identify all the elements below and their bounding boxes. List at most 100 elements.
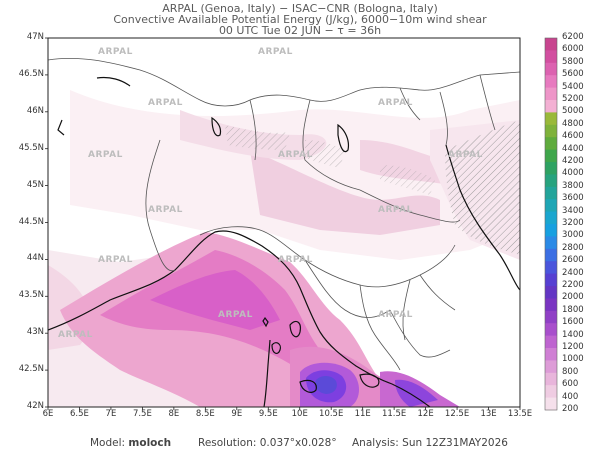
colorbar-label: 800 — [562, 366, 579, 377]
latitude-label: 43N — [26, 327, 44, 338]
colorbar-swatch — [545, 124, 557, 138]
longitude-label: 8E — [168, 409, 180, 419]
colorbar-label: 4600 — [562, 131, 584, 142]
colorbar-label: 1600 — [562, 317, 584, 328]
colorbar-swatch — [545, 273, 557, 287]
colorbar-swatch — [545, 310, 557, 324]
colorbar-label: 5000 — [562, 106, 584, 117]
colorbar-swatch — [545, 335, 557, 349]
colorbar-label: 5400 — [562, 81, 584, 92]
watermark: ARPAL — [148, 98, 183, 108]
analysis-value: Sun 12Z31MAY2026 — [402, 437, 508, 449]
colorbar-label: 5800 — [562, 56, 584, 67]
watermark: ARPAL — [88, 150, 123, 160]
colorbar-swatch — [545, 248, 557, 262]
colorbar-label: 1400 — [562, 329, 584, 340]
latitude-label: 45.5N — [18, 142, 44, 153]
coastline — [48, 76, 520, 407]
colorbar-label: 2200 — [562, 280, 584, 290]
colorbar-label: 6000 — [562, 44, 584, 55]
colorbar-label: 3400 — [562, 205, 584, 216]
longitude-label: 6E — [42, 409, 54, 419]
latitude-label: 44N — [26, 253, 44, 264]
colorbar-frame — [544, 37, 558, 411]
watermark: ARPAL — [258, 47, 293, 57]
cape-field — [48, 90, 520, 407]
latitude-label: 45N — [26, 179, 44, 190]
model-value: moloch — [128, 437, 172, 449]
longitude-label: 10E — [291, 409, 308, 419]
colorbar-label: 4000 — [562, 168, 584, 179]
latitude-label: 42N — [26, 401, 44, 411]
colorbar-label: 2600 — [562, 255, 584, 266]
longitude-label: 12.5E — [444, 409, 470, 419]
watermark: ARPAL — [378, 310, 413, 320]
watermark: ARPAL — [378, 205, 413, 215]
title-line-3: 00 UTC Tue 02 JUN − τ = 36h — [218, 24, 382, 37]
colorbar-swatch — [545, 149, 557, 163]
colorbar-swatch — [545, 50, 557, 64]
latitude-label: 46.5N — [18, 68, 44, 79]
colorbar-swatch — [545, 62, 557, 76]
watermark: ARPAL — [278, 255, 313, 265]
colorbar-swatch — [545, 87, 557, 101]
colorbar-swatch — [545, 360, 557, 374]
colorbar-label: 3000 — [562, 230, 584, 241]
longitude-label: 10.5E — [319, 409, 344, 419]
latitude-label: 43.5N — [18, 290, 44, 301]
colorbar-swatch — [545, 397, 557, 411]
watermark: ARPAL — [278, 150, 313, 160]
colorbar-label: 3800 — [562, 180, 584, 191]
colorbar-swatch — [545, 162, 557, 175]
colorbar-swatch — [545, 348, 557, 361]
longitude-label: 13.5E — [507, 409, 533, 419]
resolution-value: 0.037°x0.028° — [259, 437, 337, 449]
longitude-label: 7.5E — [132, 409, 152, 419]
colorbar-swatch — [545, 186, 557, 200]
title-line-1: ARPAL (Genoa, Italy) − ISAC−CNR (Bologna… — [162, 2, 438, 15]
longitude-label: 6.5E — [70, 409, 89, 419]
colorbar-label: 4200 — [562, 156, 584, 166]
watermark: ARPAL — [58, 330, 93, 340]
model-label: Model: — [90, 437, 126, 449]
colorbar-label: 3200 — [562, 218, 584, 228]
watermark: ARPAL — [98, 47, 133, 57]
colorbar-swatch — [545, 372, 557, 386]
colorbar-label: 1200 — [562, 342, 584, 352]
longitude-label: 13E — [480, 409, 497, 419]
colorbar-swatch — [545, 236, 557, 250]
wind-shear-hatch — [445, 120, 520, 255]
resolution-label: Resolution: — [198, 437, 257, 449]
colorbar-swatch — [545, 174, 557, 188]
colorbar-label: 2800 — [562, 242, 584, 253]
colorbar-label: 2000 — [562, 292, 584, 303]
longitude-label: 7E — [105, 409, 117, 419]
colorbar-swatch — [545, 323, 557, 337]
colorbar-label: 3600 — [562, 193, 584, 204]
colorbar-label: 1000 — [562, 354, 584, 365]
analysis-info: Analysis: Sun 12Z31MAY2026 — [352, 437, 508, 449]
colorbar-label: 5600 — [562, 69, 584, 80]
colorbar-swatch — [545, 137, 557, 151]
colorbar-swatch — [545, 286, 557, 299]
colorbar-label: 4800 — [562, 118, 584, 129]
model-info: Model: moloch — [90, 437, 171, 449]
watermark: ARPAL — [148, 205, 183, 215]
colorbar-swatch — [545, 38, 557, 51]
colorbar-label: 600 — [562, 379, 579, 390]
watermark: ARPAL — [98, 255, 133, 265]
latitude-label: 47N — [26, 32, 44, 42]
colorbar-label: 4400 — [562, 143, 584, 154]
colorbar-label: 400 — [562, 391, 579, 402]
resolution-info: Resolution: 0.037°x0.028° — [198, 437, 337, 449]
colorbar-swatch — [545, 112, 557, 126]
latitude-label: 42.5N — [18, 364, 44, 375]
latitude-label: 46N — [26, 105, 44, 116]
colorbar — [544, 37, 558, 411]
title-line-2: Convective Available Potential Energy (J… — [113, 13, 487, 26]
colorbar-label: 6200 — [562, 32, 584, 42]
latitude-label: 44.5N — [18, 216, 44, 227]
colorbar-swatch — [545, 211, 557, 225]
colorbar-swatch — [545, 298, 557, 312]
